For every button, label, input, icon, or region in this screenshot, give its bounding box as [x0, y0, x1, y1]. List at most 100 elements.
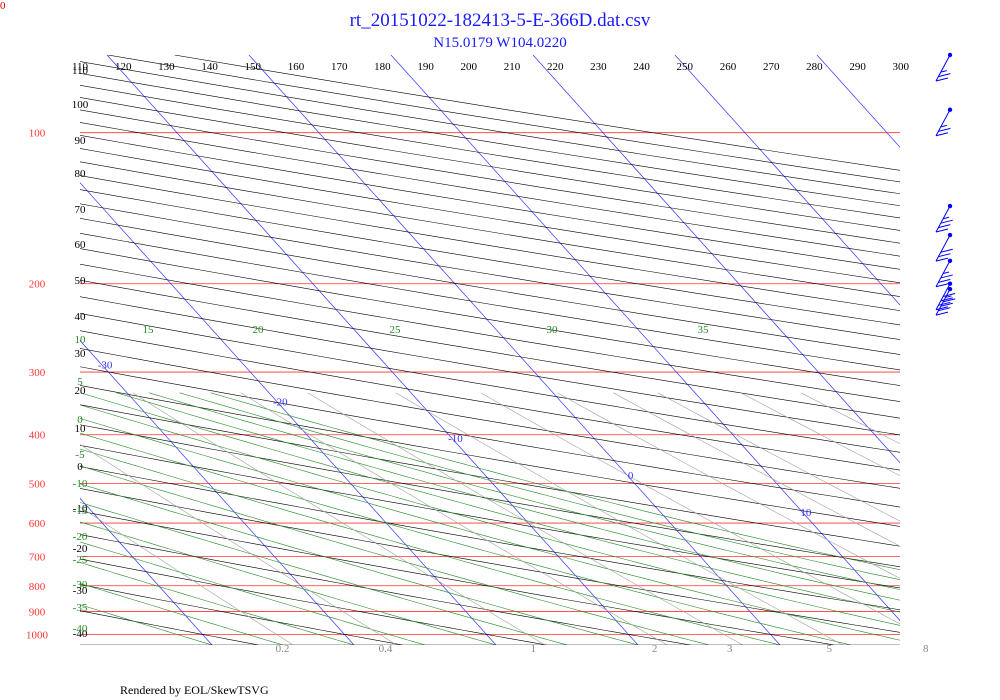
isobar-label: 500 — [29, 478, 46, 490]
dry-adiabat-line — [80, 189, 900, 326]
dry-adiabat-line — [80, 488, 900, 633]
moist-adiabat-line — [80, 604, 213, 645]
mixing-ratio-label: 3 — [727, 643, 733, 655]
moist-adiabat-line — [80, 404, 900, 626]
theta-tick-label: 180 — [374, 61, 391, 73]
moist-left-label: -40 — [73, 623, 88, 635]
moist-adiabat-line — [80, 583, 284, 645]
mixing-ratio-label: 0.2 — [276, 643, 290, 655]
wind-barb-station — [947, 286, 953, 292]
moist-adiabat-label: 10 — [75, 334, 87, 346]
moist-left-label: 0 — [77, 414, 83, 426]
wind-barb-flag — [940, 297, 953, 302]
isotherm-line — [80, 182, 497, 645]
wind-barb-staff — [935, 234, 951, 262]
theta-tick-label: 160 — [288, 61, 305, 73]
dry-adiabat-line — [80, 248, 900, 386]
moist-adiabat-line — [80, 418, 900, 641]
credit-text: Rendered by EOL/SkewTSVG — [120, 683, 269, 697]
moist-adiabat-line — [80, 521, 497, 645]
moist-left-label: -5 — [75, 449, 85, 461]
wind-barb-half-flag — [940, 70, 947, 73]
theta-tick-label: 120 — [115, 61, 132, 73]
mixing-ratio-line — [132, 392, 546, 645]
isotherm-label: -10 — [448, 433, 463, 445]
moist-adiabat-label: 25 — [390, 324, 402, 336]
moist-left-label: -35 — [73, 602, 88, 614]
theta-left-label: -20 — [73, 543, 88, 555]
theta-tick-label: 270 — [763, 61, 780, 73]
wind-barb-flag — [938, 73, 951, 78]
dry-adiabat-line — [80, 424, 900, 568]
wind-barb-flag — [938, 278, 951, 283]
theta-left-label: 50 — [75, 275, 87, 287]
isotherm-line — [80, 497, 213, 645]
dry-adiabat-line — [80, 558, 547, 645]
dry-adiabat-line — [80, 218, 900, 355]
theta-tick-label: 150 — [245, 61, 262, 73]
theta-tick-label: 140 — [201, 61, 218, 73]
theta-tick-label: 260 — [720, 61, 737, 73]
dry-adiabat-line — [80, 534, 691, 645]
dry-adiabat-line — [80, 313, 900, 453]
isobar-label: 100 — [29, 128, 46, 140]
mixing-ratio-label: 2 — [652, 643, 658, 655]
wind-barb-flag — [943, 298, 956, 303]
mixing-ratio-line — [480, 392, 900, 625]
isobar-label: 700 — [29, 552, 46, 564]
moist-adiabat-line — [80, 448, 781, 645]
dry-adiabat-line — [80, 385, 900, 527]
theta-left-label: -10 — [73, 503, 88, 515]
moist-adiabat-label: 30 — [547, 324, 559, 336]
moist-adiabat-line — [179, 392, 900, 581]
moist-adiabat-label: 35 — [698, 324, 710, 336]
wind-barb — [935, 232, 953, 262]
moist-adiabat-line — [80, 502, 568, 645]
wind-barb — [935, 281, 956, 311]
isotherm-label: -20 — [273, 396, 288, 408]
theta-tick-label: 250 — [677, 61, 694, 73]
theta-left-label: 110 — [72, 65, 89, 77]
theta-tick-label: 190 — [417, 61, 434, 73]
theta-left-label: 70 — [75, 204, 87, 216]
theta-left-label: -30 — [73, 585, 88, 597]
moist-adiabat-line — [80, 465, 710, 645]
wind-barb-half-flag — [943, 216, 950, 220]
isotherm-line — [390, 55, 900, 622]
dry-adiabat-line — [80, 203, 900, 340]
isotherm-label: 0 — [628, 470, 634, 482]
isotherm-line — [674, 55, 900, 306]
mixing-ratio-line — [740, 392, 900, 477]
theta-tick-label: 230 — [590, 61, 607, 73]
wind-barb-flag — [938, 253, 951, 258]
wind-barb-half-flag — [940, 124, 947, 128]
theta-tick-label: 300 — [893, 61, 910, 73]
mixing-ratio-label: 1 — [530, 643, 536, 655]
wind-barb-flag — [938, 127, 951, 132]
wind-barb-staff — [935, 260, 951, 288]
wind-barb — [935, 258, 953, 288]
dry-adiabat-line — [80, 232, 900, 371]
isobar-label: 800 — [29, 581, 46, 593]
theta-left-label: 10 — [75, 423, 87, 435]
wind-barb-station — [947, 258, 953, 263]
moist-adiabat-line — [80, 562, 355, 645]
isobar-label: 1000 — [26, 629, 49, 641]
mixing-ratio-label: 8 — [923, 643, 929, 655]
wind-barb-staff — [935, 54, 951, 82]
theta-tick-label: 110 — [72, 61, 89, 73]
moist-left-label: -20 — [73, 531, 88, 543]
isotherm-label: 10 — [800, 507, 812, 519]
wind-barb — [935, 203, 953, 233]
corner-label: 0 — [0, 0, 6, 12]
isobar-label: 900 — [29, 606, 46, 618]
isobar-label: 400 — [29, 430, 46, 442]
moist-left-label: -15 — [73, 505, 88, 517]
wind-barb-half-flag — [945, 295, 952, 298]
wind-barb-staff — [935, 109, 951, 136]
wind-barb-flag — [935, 257, 949, 262]
theta-left-label: 100 — [72, 99, 89, 111]
chart-subtitle: N15.0179 W104.0220 — [433, 35, 567, 51]
isotherm-line — [532, 55, 900, 464]
